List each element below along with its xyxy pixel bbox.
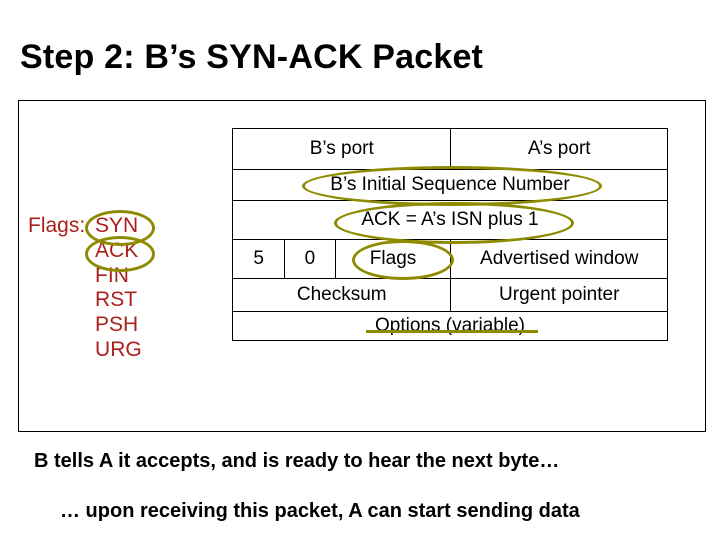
cell-flags: Flags bbox=[335, 240, 451, 279]
cell-zero: 0 bbox=[285, 240, 335, 279]
caption-line-2: … upon receiving this packet, A can star… bbox=[60, 500, 680, 523]
slide-title: Step 2: B’s SYN-ACK Packet bbox=[20, 38, 483, 77]
cell-isn: B’s Initial Sequence Number bbox=[233, 170, 668, 201]
flag-item: SYN bbox=[95, 214, 138, 237]
cell-urgent: Urgent pointer bbox=[451, 279, 668, 312]
cell-dst-port: A’s port bbox=[451, 129, 668, 170]
cell-options: Options (variable) bbox=[233, 312, 668, 341]
slide: Step 2: B’s SYN-ACK Packet B’s port A’s … bbox=[0, 0, 720, 540]
flag-item: PSH bbox=[95, 313, 138, 336]
flags-list: SYN ACK FIN RST PSH URG bbox=[95, 214, 142, 363]
tcp-header-table: B’s port A’s port B’s Initial Sequence N… bbox=[232, 128, 668, 341]
cell-window: Advertised window bbox=[451, 240, 668, 279]
flags-block: Flags: SYN ACK FIN RST PSH URG bbox=[28, 214, 208, 363]
cell-ack: ACK = A’s ISN plus 1 bbox=[233, 201, 668, 240]
cell-checksum: Checksum bbox=[233, 279, 451, 312]
flag-item: RST bbox=[95, 288, 137, 311]
flag-item: ACK bbox=[95, 239, 138, 262]
flag-item: URG bbox=[95, 338, 142, 361]
flags-label: Flags: bbox=[28, 214, 85, 239]
cell-src-port: B’s port bbox=[233, 129, 451, 170]
caption-line-1: B tells A it accepts, and is ready to he… bbox=[34, 450, 694, 473]
flag-item: FIN bbox=[95, 264, 129, 287]
cell-offset: 5 bbox=[233, 240, 285, 279]
